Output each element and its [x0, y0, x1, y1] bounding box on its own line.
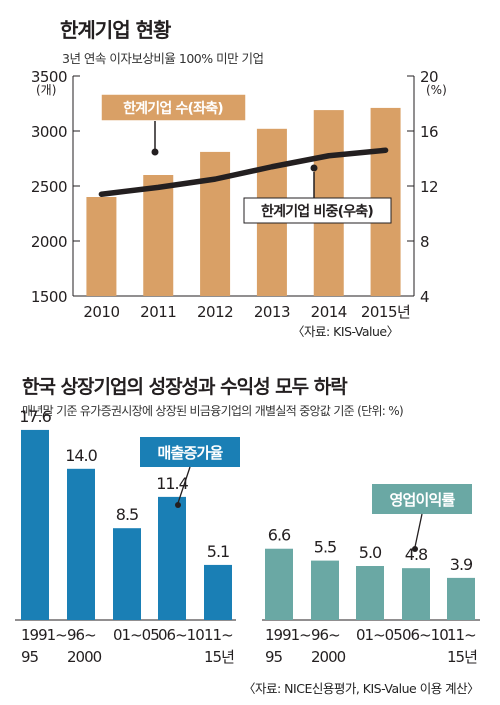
x-tick-label: 01~05 [356, 626, 402, 644]
left-tick-label: 2500 [31, 178, 67, 196]
bar-영업이익률-06~10 [402, 568, 430, 620]
bar-2010 [86, 197, 117, 296]
x-tick-label: 2000 [67, 648, 102, 666]
data-label: 11.4 [156, 474, 188, 493]
profit-leader-dot [412, 546, 418, 552]
chart1-svg: 3500 3000 2500 2000 1500 20 16 12 8 4 (개) (%) 2010 2… [31, 68, 447, 321]
data-label: 6.6 [268, 526, 291, 545]
bar-매출증가율-96~2000 [67, 468, 95, 620]
profit-label: 영업이익률 [389, 491, 455, 509]
x-tick-label: 1991~ [265, 626, 311, 644]
data-label: 5.1 [207, 542, 229, 561]
sales-label: 매출증가율 [157, 444, 223, 462]
x-tick-label: 15년 [204, 648, 234, 666]
bar-series-label: 한계기업 수(좌축) [123, 101, 223, 117]
right-tick-label: 20 [420, 68, 438, 86]
bar-매출증가율-06~10 [158, 496, 186, 620]
right-tick-label: 16 [420, 123, 438, 141]
bar-label-dot [151, 148, 159, 156]
chart1-axes: 3500 3000 2500 2000 1500 20 16 12 8 4 (개) (%) [31, 68, 447, 306]
x-tick-label: 2014 [311, 303, 347, 321]
chart2-bars: 17.6 1991~ 95 14.0 96~ 2000 8.5 01~05 11.4 06~10 5… [15, 407, 480, 666]
sales-leader-dot [175, 502, 181, 508]
chart1-title: 한계기업 현황 [60, 18, 171, 42]
chart2-subtitle: 매년말 기준 유가증권시장에 상장된 비금융기업의 개별실적 중앙값 기준 (단… [22, 404, 404, 418]
profit-leader [414, 513, 423, 548]
sales-leader [177, 466, 191, 504]
x-tick-label: 1991~ [21, 626, 67, 644]
right-tick-label: 4 [420, 288, 429, 306]
x-tick-label: 11~ [204, 626, 233, 644]
x-tick-label: 11~ [447, 626, 476, 644]
data-label: 14.0 [65, 446, 97, 465]
bar-영업이익률-96~2000 [311, 560, 339, 620]
right-tick-label: 12 [420, 178, 438, 196]
right-tick-label: 8 [420, 233, 429, 251]
profit-label-box [372, 484, 472, 514]
bar-2011 [143, 175, 174, 296]
x-tick-label: 95 [21, 648, 39, 666]
x-tick-label: 2011 [140, 303, 176, 321]
left-unit: (개) [36, 83, 56, 97]
left-tick-label: 2000 [31, 233, 67, 251]
line-series-label: 한계기업 비중(우축) [261, 204, 373, 220]
bar-series-label-box [100, 93, 247, 122]
chart1-subtitle: 3년 연속 이자보상비율 100% 미만 기업 [62, 51, 264, 66]
x-tick-label: 96~ [311, 626, 340, 644]
x-tick-label: 2015년 [361, 303, 410, 321]
bar-매출증가율-11~15년 [204, 564, 232, 620]
x-tick-label: 01~05 [113, 626, 159, 644]
data-label: 17.6 [19, 407, 51, 426]
bar-매출증가율-01~05 [113, 528, 141, 620]
x-tick-label: 2012 [197, 303, 233, 321]
bar-영업이익률-1991~95 [265, 548, 293, 620]
x-tick-label: 06~10 [158, 626, 204, 644]
data-label: 8.5 [116, 505, 138, 524]
line-label-dot [310, 164, 318, 172]
x-tick-label: 2013 [254, 303, 290, 321]
left-tick-label: 3500 [31, 68, 67, 86]
x-tick-label: 2000 [311, 648, 346, 666]
chart1-line [98, 147, 389, 197]
data-label: 4.8 [405, 545, 428, 564]
x-tick-label: 2010 [83, 303, 119, 321]
sales-label-box [140, 437, 240, 467]
x-tick-label: 95 [265, 648, 283, 666]
x-tick-label: 96~ [67, 626, 96, 644]
bar-매출증가율-1991~95 [21, 429, 49, 620]
right-unit: (%) [426, 83, 447, 97]
chart1-source: 〈자료: KIS-Value〉 [292, 324, 399, 339]
share-line [98, 147, 389, 197]
x-tick-label: 06~10 [402, 626, 448, 644]
chart2-title: 한국 상장기업의 성장성과 수익성 모두 하락 [22, 376, 348, 398]
chart1-labels: 한계기업 수(좌축) 한계기업 비중(우축) [100, 93, 392, 224]
bar-영업이익률-11~15년 [447, 577, 475, 620]
bar-영업이익률-01~05 [356, 566, 384, 620]
chart2-source: 〈자료: NICE신용평가, KIS-Value 이용 계산〉 [243, 681, 480, 696]
line-series-label-box [243, 197, 392, 224]
left-tick-label: 1500 [31, 288, 67, 306]
data-label: 5.5 [314, 538, 336, 557]
data-label: 5.0 [359, 543, 382, 562]
left-tick-label: 3000 [31, 123, 67, 141]
x-tick-label: 15년 [447, 648, 477, 666]
data-label: 3.9 [450, 555, 473, 574]
